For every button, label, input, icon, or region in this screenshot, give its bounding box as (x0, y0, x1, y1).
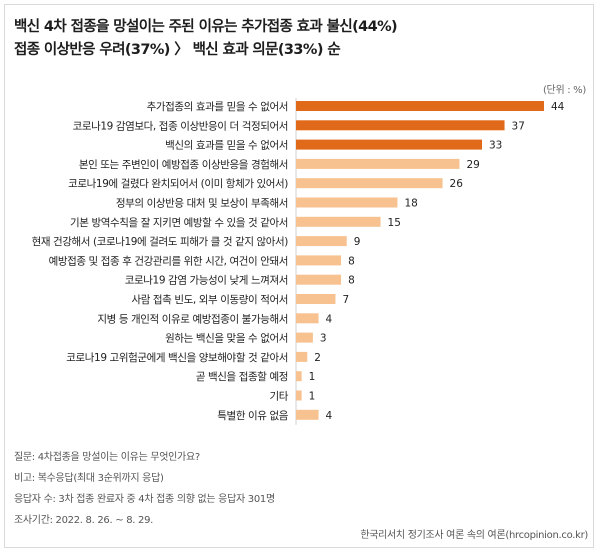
category-label: 코로나19 감염 가능성이 낮게 느껴져서 (125, 275, 288, 287)
value-label: 2 (314, 352, 321, 364)
bar (296, 178, 443, 189)
title-line-2: 접종 이상반응 우려(37%) 〉 백신 효과 의문(33%) 순 (14, 42, 341, 58)
bar (296, 332, 313, 343)
category-label: 코로나19 고위험군에게 백신을 양보해야할 것 같아서 (66, 351, 288, 364)
value-label: 1 (309, 371, 316, 383)
bar (296, 158, 460, 169)
note-period: 조사기간: 2022. 8. 26. ~ 8. 29. (14, 515, 154, 526)
category-label: 코로나19 감염보다, 접종 이상반응이 더 걱정되어서 (73, 120, 288, 132)
bar (296, 255, 342, 266)
value-label: 18 (404, 198, 417, 210)
bar (296, 236, 347, 247)
category-label: 기타 (269, 391, 288, 403)
category-label: 지병 등 개인적 이유로 예방접종이 불가능해서 (97, 312, 288, 325)
bar (296, 101, 544, 111)
category-label: 원하는 백신을 맞을 수 없어서 (165, 332, 288, 345)
category-label: 사람 접촉 빈도, 외부 이동량이 적어서 (131, 293, 288, 306)
chart-frame (4, 4, 594, 548)
value-label: 26 (450, 178, 464, 190)
note-question: 질문: 4차접종을 망설이는 이유는 무엇인가요? (14, 452, 200, 463)
value-label: 8 (348, 255, 355, 267)
note-respondents: 응답자 수: 3차 접종 완료자 중 4차 접종 의향 없는 응답자 301명 (14, 494, 275, 505)
bar (296, 197, 398, 208)
notes: 질문: 4차접종을 망설이는 이유는 무엇인가요? 비고: 복수응답(최대 3순… (14, 447, 574, 531)
bar (296, 294, 336, 304)
value-label: 4 (326, 313, 333, 325)
value-label: 29 (466, 159, 479, 171)
value-label: 4 (326, 410, 333, 422)
value-label: 3 (320, 333, 327, 345)
chart-title: 백신 4차 접종을 망설이는 주된 이유는 추가접종 효과 불신(44%) 접종… (14, 16, 586, 62)
category-label: 추가접종의 효과를 믿을 수 없어서 (147, 100, 288, 113)
value-label: 44 (551, 101, 565, 113)
category-label: 기본 방역수칙을 잘 지키면 예방할 수 있을 것 같아서 (70, 216, 288, 229)
category-label: 현재 건강해서 (코로나19에 걸려도 피해가 클 것 같지 않아서) (32, 235, 289, 248)
value-label: 37 (512, 120, 525, 132)
category-label: 예방접종 및 접종 후 건강관리를 위한 시간, 여건이 안돼서 (49, 254, 288, 267)
note-remark: 비고: 복수응답(최대 3순위까지 응답) (14, 473, 164, 484)
bar (296, 371, 302, 382)
bar (296, 120, 505, 131)
bar (296, 216, 381, 227)
category-label: 코로나19에 걸렸다 완치되어서 (이미 항체가 있어서) (68, 177, 288, 190)
bar (296, 274, 342, 285)
bar (296, 313, 319, 324)
bar (296, 351, 308, 362)
category-label: 백신의 효과를 믿을 수 없어서 (165, 139, 288, 152)
value-label: 8 (348, 275, 355, 287)
value-label: 1 (309, 391, 316, 403)
value-label: 33 (489, 140, 502, 152)
source-credit: 한국리서치 정기조사 여론 속의 여론(hrcopinion.co.kr) (360, 530, 588, 541)
category-label: 정부의 이상반응 대처 및 보상이 부족해서 (116, 197, 288, 210)
title-line-1: 백신 4차 접종을 망설이는 주된 이유는 추가접종 효과 불신(44%) (14, 19, 398, 35)
value-label: 7 (342, 294, 349, 306)
value-label: 9 (354, 236, 361, 248)
category-label: 특별한 이유 없음 (217, 409, 288, 422)
category-label: 곧 백신을 접종할 예정 (196, 370, 288, 383)
unit-label: (단위 : %) (542, 85, 586, 96)
bar (296, 390, 302, 401)
bar (296, 139, 482, 150)
value-label: 15 (388, 217, 401, 229)
bar (296, 409, 319, 420)
category-label: 본인 또는 주변인이 예방접종 이상반응을 경험해서 (79, 158, 288, 171)
